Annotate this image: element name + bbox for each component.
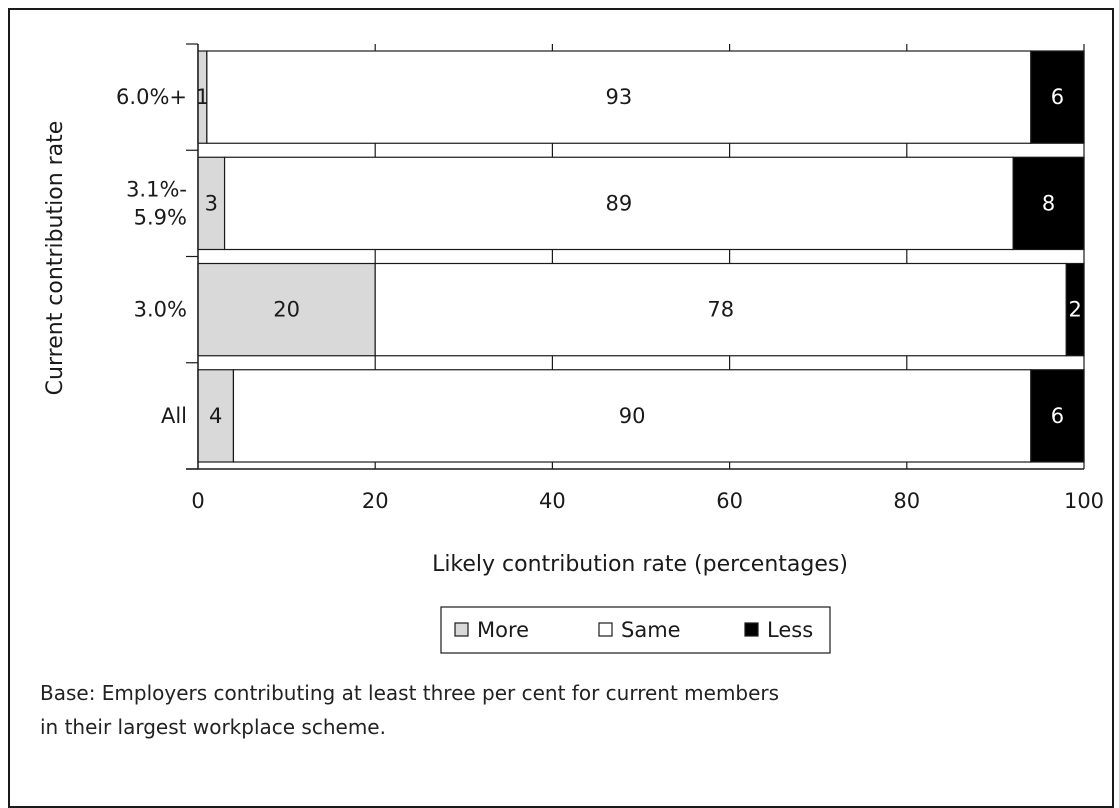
data-label: 8 bbox=[1042, 191, 1055, 215]
x-tick-label: 40 bbox=[539, 489, 566, 513]
data-label: 78 bbox=[707, 298, 734, 322]
x-tick-label: 20 bbox=[362, 489, 389, 513]
data-label: 2 bbox=[1068, 298, 1081, 322]
data-label: 3 bbox=[205, 191, 218, 215]
legend-swatch-same bbox=[599, 623, 612, 636]
legend-label-more: More bbox=[477, 618, 529, 642]
data-label: 89 bbox=[605, 191, 632, 215]
category-label: 6.0%+ bbox=[116, 85, 187, 109]
base-note: Base: Employers contributing at least th… bbox=[40, 676, 940, 744]
category-label: 3.0% bbox=[134, 298, 187, 322]
data-label: 20 bbox=[273, 298, 300, 322]
legend-swatch-more bbox=[455, 623, 468, 636]
base-note-line-1: Base: Employers contributing at least th… bbox=[40, 681, 779, 705]
category-label: All bbox=[161, 404, 187, 428]
x-tick-label: 100 bbox=[1064, 489, 1104, 513]
x-axis-title: Likely contribution rate (percentages) bbox=[432, 552, 848, 577]
legend-label-same: Same bbox=[621, 618, 681, 642]
legend-swatch-less bbox=[745, 623, 758, 636]
data-label: 6 bbox=[1051, 85, 1064, 109]
data-label: 6 bbox=[1051, 404, 1064, 428]
x-tick-label: 80 bbox=[893, 489, 920, 513]
x-tick-label: 60 bbox=[716, 489, 743, 513]
category-label: 5.9% bbox=[134, 205, 187, 229]
legend-label-less: Less bbox=[767, 618, 813, 642]
data-label: 93 bbox=[605, 85, 632, 109]
data-label: 90 bbox=[619, 404, 646, 428]
x-tick-label: 0 bbox=[191, 489, 204, 513]
y-axis-title: Current contribution rate bbox=[43, 121, 68, 396]
base-note-line-2: in their largest workplace scheme. bbox=[40, 715, 386, 739]
category-label: 3.1%- bbox=[126, 177, 187, 201]
data-label: 4 bbox=[209, 404, 222, 428]
